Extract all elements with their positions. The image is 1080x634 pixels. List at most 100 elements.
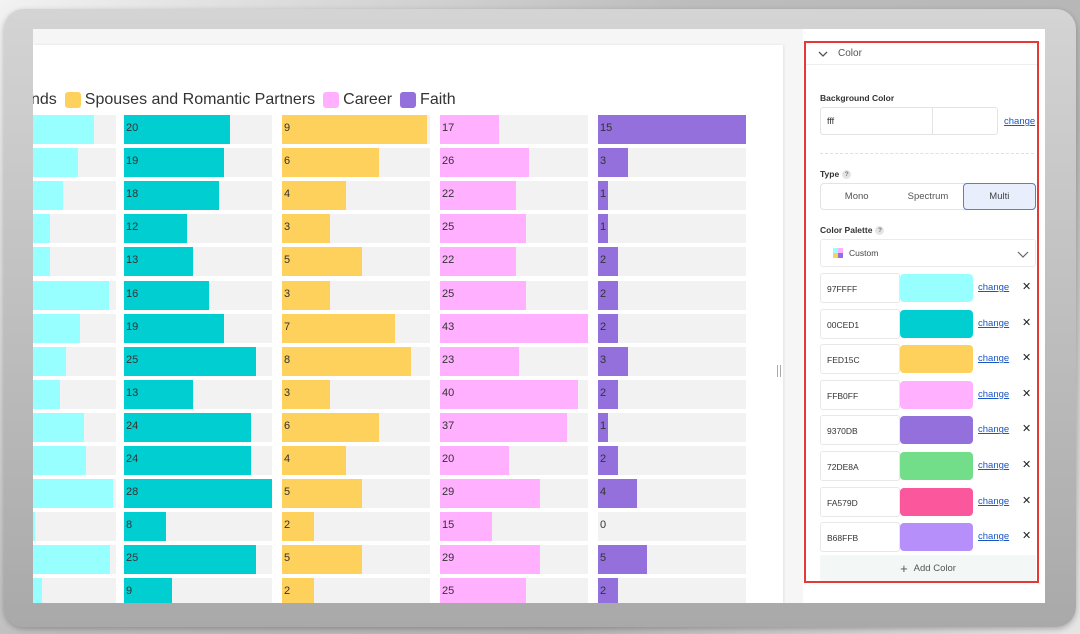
bar[interactable] bbox=[282, 512, 315, 542]
close-icon[interactable]: ✕ bbox=[1022, 530, 1032, 543]
color-change-link[interactable]: change bbox=[978, 424, 1010, 436]
color-hex-input[interactable]: FFB0FF bbox=[820, 379, 900, 410]
bar[interactable] bbox=[124, 313, 225, 343]
bar[interactable] bbox=[282, 115, 427, 144]
bar[interactable] bbox=[598, 115, 746, 144]
bar[interactable] bbox=[440, 412, 568, 442]
legend-item[interactable]: nds bbox=[33, 91, 57, 109]
legend-item[interactable]: Career bbox=[319, 91, 392, 109]
bar[interactable] bbox=[124, 379, 193, 409]
color-swatch[interactable] bbox=[900, 309, 973, 338]
bar[interactable] bbox=[440, 446, 509, 475]
bar[interactable] bbox=[124, 512, 167, 542]
bar[interactable] bbox=[598, 247, 618, 277]
color-hex-input[interactable]: 72DE8A bbox=[820, 451, 900, 481]
color-hex-input[interactable]: FED15C bbox=[820, 344, 900, 375]
bar[interactable] bbox=[282, 148, 379, 178]
legend-item[interactable]: Spouses and Romantic Partners bbox=[61, 91, 315, 109]
bar[interactable] bbox=[440, 280, 527, 310]
bar[interactable] bbox=[440, 313, 588, 343]
bar[interactable] bbox=[282, 214, 331, 244]
color-change-link[interactable]: change bbox=[978, 460, 1010, 471]
close-icon[interactable]: ✕ bbox=[1022, 459, 1032, 471]
close-icon[interactable]: ✕ bbox=[1022, 494, 1032, 507]
help-icon[interactable]: ? bbox=[842, 170, 852, 180]
bar[interactable] bbox=[440, 247, 516, 277]
bar[interactable] bbox=[33, 115, 94, 144]
bar[interactable] bbox=[598, 545, 648, 575]
bar[interactable] bbox=[598, 412, 608, 442]
color-hex-input[interactable]: FA579D bbox=[820, 486, 900, 517]
color-swatch[interactable] bbox=[900, 274, 973, 302]
bar[interactable] bbox=[33, 346, 67, 376]
bar[interactable] bbox=[598, 578, 618, 603]
bar[interactable] bbox=[33, 512, 35, 542]
bar[interactable] bbox=[33, 446, 87, 475]
bar[interactable] bbox=[33, 181, 63, 211]
bar[interactable] bbox=[282, 181, 347, 211]
close-icon[interactable]: ✕ bbox=[1022, 387, 1032, 400]
close-icon[interactable]: ✕ bbox=[1022, 423, 1032, 436]
background-color-input[interactable]: fff bbox=[820, 107, 998, 135]
color-swatch[interactable] bbox=[900, 523, 973, 552]
bar[interactable] bbox=[124, 115, 230, 144]
bar[interactable] bbox=[282, 280, 331, 310]
color-swatch[interactable] bbox=[900, 345, 973, 374]
bar[interactable] bbox=[440, 214, 527, 244]
color-hex-input[interactable]: 9370DB bbox=[820, 415, 900, 446]
bar[interactable] bbox=[33, 280, 109, 310]
type-option-spectrum[interactable]: Spectrum bbox=[907, 191, 949, 202]
bar[interactable] bbox=[282, 346, 411, 376]
bar[interactable] bbox=[440, 181, 516, 211]
bar[interactable] bbox=[282, 446, 347, 475]
bar[interactable] bbox=[124, 280, 209, 310]
bar[interactable] bbox=[282, 578, 315, 603]
bar[interactable] bbox=[598, 280, 618, 310]
legend-item[interactable]: Faith bbox=[396, 91, 456, 109]
bar[interactable] bbox=[33, 578, 43, 603]
color-change-link[interactable]: change bbox=[978, 282, 1010, 293]
close-icon[interactable]: ✕ bbox=[1022, 281, 1032, 293]
color-swatch[interactable] bbox=[900, 487, 973, 516]
color-change-link[interactable]: change bbox=[978, 317, 1010, 329]
bar[interactable] bbox=[33, 545, 111, 575]
bar[interactable] bbox=[282, 545, 363, 575]
help-icon[interactable]: ? bbox=[875, 226, 885, 236]
bar[interactable] bbox=[440, 148, 530, 178]
color-swatch[interactable] bbox=[900, 380, 973, 409]
bar[interactable] bbox=[598, 313, 618, 343]
bar[interactable] bbox=[33, 214, 51, 244]
bar[interactable] bbox=[598, 379, 618, 409]
bar[interactable] bbox=[33, 379, 61, 409]
close-icon[interactable]: ✕ bbox=[1022, 352, 1032, 365]
color-section-header[interactable]: Color bbox=[806, 43, 1037, 65]
close-icon[interactable]: ✕ bbox=[1022, 316, 1032, 329]
bar[interactable] bbox=[440, 512, 492, 542]
color-hex-input[interactable]: 97FFFF bbox=[820, 273, 900, 303]
type-option-mono[interactable]: Mono bbox=[844, 191, 869, 202]
bar[interactable] bbox=[282, 379, 331, 409]
add-color-button[interactable]: + Add Color bbox=[820, 555, 1036, 581]
bar[interactable] bbox=[440, 545, 540, 575]
color-swatch[interactable] bbox=[900, 452, 973, 480]
bar[interactable] bbox=[282, 247, 363, 277]
bar[interactable] bbox=[440, 379, 578, 409]
color-palette-select[interactable]: Custom bbox=[820, 239, 1036, 267]
color-change-link[interactable]: change bbox=[978, 353, 1010, 365]
bar[interactable] bbox=[33, 148, 78, 178]
bar[interactable] bbox=[124, 214, 188, 244]
bar[interactable] bbox=[598, 479, 638, 509]
bar[interactable] bbox=[598, 214, 608, 244]
bar[interactable] bbox=[33, 313, 81, 343]
bar[interactable] bbox=[124, 412, 251, 442]
bar[interactable] bbox=[598, 148, 628, 178]
bar[interactable] bbox=[124, 545, 257, 575]
bar[interactable] bbox=[440, 115, 499, 144]
bar[interactable] bbox=[440, 346, 520, 376]
bar[interactable] bbox=[33, 412, 84, 442]
chevron-down-icon[interactable] bbox=[818, 49, 828, 59]
color-hex-input[interactable]: 00CED1 bbox=[820, 308, 900, 339]
bar[interactable] bbox=[598, 346, 628, 376]
bar[interactable] bbox=[598, 446, 618, 475]
bar[interactable] bbox=[440, 479, 540, 509]
